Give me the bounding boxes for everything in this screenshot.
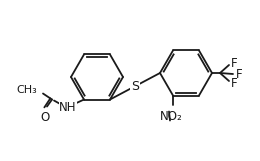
Text: F: F (231, 57, 238, 70)
Text: F: F (231, 76, 238, 90)
Text: CH₃: CH₃ (16, 85, 37, 95)
Text: F: F (236, 67, 243, 80)
Text: S: S (131, 80, 139, 93)
Text: NO₂: NO₂ (160, 109, 182, 123)
Text: O: O (40, 110, 50, 123)
Text: NH: NH (59, 101, 77, 114)
